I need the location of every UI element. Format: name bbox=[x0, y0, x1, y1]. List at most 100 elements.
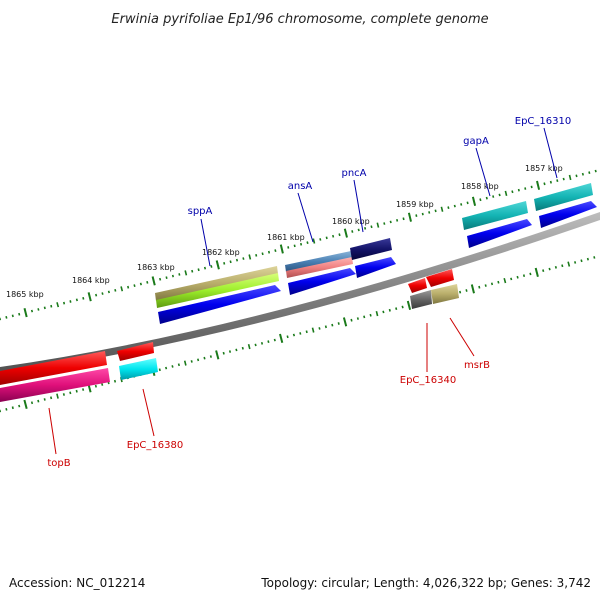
scale-label: 1860 kbp bbox=[332, 217, 370, 226]
scale-label: 1863 kbp bbox=[137, 263, 175, 272]
minor-tick bbox=[254, 343, 257, 347]
gene-label-sppA[interactable]: sppA bbox=[188, 206, 213, 217]
minor-tick bbox=[197, 268, 200, 272]
feature-ansA-block[interactable] bbox=[285, 251, 352, 272]
minor-tick bbox=[101, 383, 104, 386]
minor-tick bbox=[133, 284, 136, 287]
minor-tick bbox=[184, 270, 188, 276]
minor-tick bbox=[299, 332, 302, 335]
minor-tick bbox=[478, 285, 481, 289]
feature-topB-block[interactable] bbox=[0, 368, 110, 402]
scale-label: 1865 kbp bbox=[6, 290, 44, 299]
gene-label-EpC_16380[interactable]: EpC_16380 bbox=[127, 440, 183, 451]
minor-tick bbox=[75, 298, 78, 302]
minor-tick bbox=[247, 344, 251, 350]
minor-tick bbox=[95, 293, 98, 297]
feature-EpC_16380-block[interactable] bbox=[119, 358, 158, 380]
minor-tick bbox=[56, 393, 59, 399]
feature-msrB-block[interactable] bbox=[431, 284, 459, 304]
minor-tick bbox=[306, 241, 309, 245]
minor-tick bbox=[575, 174, 578, 178]
scale-labels: 1865 kbp 1864 kbp 1863 kbp 1862 kbp 1861… bbox=[6, 164, 563, 299]
minor-tick bbox=[82, 296, 85, 300]
major-tick bbox=[406, 300, 412, 310]
minor-tick bbox=[171, 274, 174, 278]
leader-gapA bbox=[475, 147, 491, 197]
minor-tick bbox=[396, 218, 399, 222]
gene-label-msrB[interactable]: msrB bbox=[464, 360, 490, 371]
gene-label-topB[interactable]: topB bbox=[47, 458, 70, 469]
minor-tick bbox=[62, 393, 65, 396]
minor-tick bbox=[255, 253, 258, 257]
cds-EpC_16340-arrow[interactable] bbox=[408, 278, 427, 293]
minor-tick bbox=[30, 309, 34, 313]
major-tick bbox=[343, 228, 348, 238]
feature-EpC_16310-block[interactable] bbox=[534, 183, 593, 211]
cds-EpC_16380-arrow[interactable] bbox=[117, 342, 154, 361]
label-leaders bbox=[48, 127, 558, 455]
scale-label: 1864 kbp bbox=[72, 276, 110, 285]
cds-EpC_16310-arrow[interactable] bbox=[539, 201, 597, 228]
minor-tick bbox=[210, 265, 213, 268]
scale-label: 1857 kbp bbox=[525, 164, 563, 173]
major-tick bbox=[279, 244, 284, 254]
cds-gapA-arrow[interactable] bbox=[467, 219, 532, 248]
minor-tick bbox=[440, 206, 444, 212]
minor-tick bbox=[593, 256, 596, 259]
major-tick bbox=[471, 196, 477, 206]
minor-tick bbox=[581, 172, 584, 176]
minor-tick bbox=[568, 174, 572, 181]
minor-tick bbox=[497, 280, 500, 284]
minor-tick bbox=[554, 265, 557, 269]
minor-tick bbox=[395, 307, 398, 311]
minor-tick bbox=[388, 308, 391, 312]
minor-tick bbox=[165, 276, 168, 279]
minor-tick bbox=[460, 203, 463, 206]
feature-EpC_16340-block[interactable] bbox=[410, 290, 432, 309]
gene-label-ansA[interactable]: ansA bbox=[288, 181, 313, 192]
cds-pncA-arrow[interactable] bbox=[355, 257, 396, 278]
minor-tick bbox=[522, 274, 526, 278]
minor-tick bbox=[524, 187, 527, 190]
minor-tick bbox=[197, 358, 200, 362]
minor-tick bbox=[402, 217, 405, 221]
minor-tick bbox=[191, 269, 194, 273]
topology-summary: Topology: circular; Length: 4,026,322 bp… bbox=[260, 576, 591, 590]
cds-sppA-arrow[interactable] bbox=[158, 285, 281, 324]
cds-ansA-arrow[interactable] bbox=[288, 268, 356, 295]
minor-tick bbox=[75, 389, 78, 393]
gene-labels: sppA ansA pncA gapA EpC_16310 topB EpC_1… bbox=[47, 116, 571, 469]
minor-tick bbox=[171, 365, 174, 368]
minor-tick bbox=[120, 286, 124, 292]
feature-sppA-block[interactable] bbox=[156, 273, 279, 308]
scale-label: 1861 kbp bbox=[267, 233, 305, 242]
feature-sppA-block[interactable] bbox=[155, 266, 278, 301]
gene-label-EpC_16340[interactable]: EpC_16340 bbox=[400, 375, 456, 386]
minor-tick bbox=[434, 209, 437, 213]
minor-tick bbox=[158, 368, 161, 372]
major-tick bbox=[407, 212, 412, 222]
minor-tick bbox=[50, 304, 53, 308]
major-tick bbox=[536, 180, 541, 190]
gene-label-pncA[interactable]: pncA bbox=[341, 168, 366, 179]
minor-tick bbox=[312, 238, 316, 244]
minor-tick bbox=[286, 335, 289, 339]
cds-msrB-arrow[interactable] bbox=[426, 269, 454, 287]
minor-tick bbox=[177, 363, 180, 367]
feature-pncA-block[interactable] bbox=[350, 238, 392, 260]
minor-tick bbox=[337, 322, 340, 325]
minor-tick bbox=[292, 333, 296, 337]
feature-ansA-block[interactable] bbox=[286, 257, 353, 278]
minor-tick bbox=[69, 391, 72, 395]
minor-tick bbox=[37, 399, 40, 403]
feature-gapA-block[interactable] bbox=[462, 201, 528, 230]
minor-tick bbox=[530, 185, 533, 189]
minor-tick bbox=[529, 272, 532, 276]
minor-tick bbox=[580, 259, 583, 263]
minor-tick bbox=[318, 327, 321, 330]
minor-tick bbox=[248, 254, 252, 260]
gene-label-gapA[interactable]: gapA bbox=[463, 136, 489, 147]
gene-label-EpC_16310[interactable]: EpC_16310 bbox=[515, 116, 571, 127]
cds-topB-arrow[interactable] bbox=[0, 351, 107, 385]
minor-tick bbox=[357, 228, 360, 232]
